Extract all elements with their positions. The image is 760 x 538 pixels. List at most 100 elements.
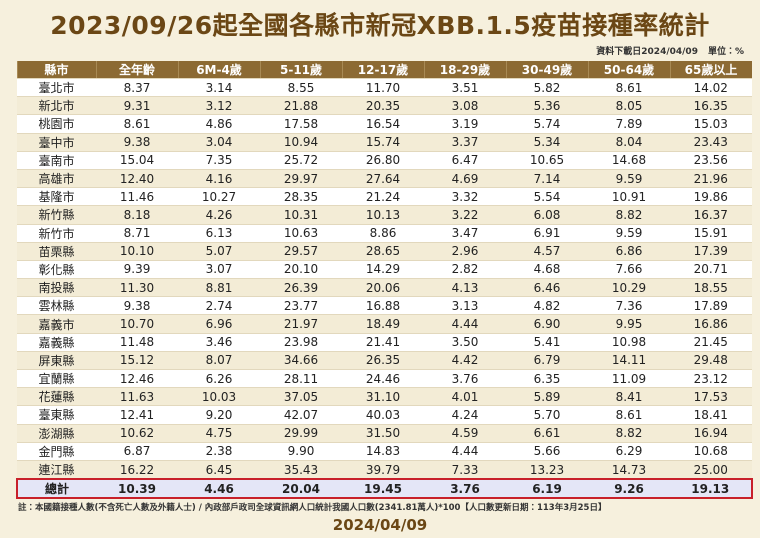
county: 雲林縣 — [17, 296, 96, 316]
county: 臺南市 — [17, 151, 96, 170]
total-cell: 9.26 — [588, 478, 670, 500]
rate-cell: 21.45 — [670, 333, 752, 352]
rate-cell: 21.97 — [260, 314, 342, 334]
rate-cell: 3.50 — [424, 333, 506, 352]
rate-cell: 9.31 — [96, 96, 178, 116]
rate-cell: 10.31 — [260, 205, 342, 225]
table-row: 基隆市 11.46 10.27 28.35 21.24 3.32 5.54 10.91 19.8… — [17, 187, 752, 207]
table-row: 臺南市 15.04 7.35 25.72 26.80 6.47 10.65 14.68 23.5… — [17, 151, 752, 170]
rate-cell: 3.37 — [424, 133, 506, 152]
rate-cell: 8.04 — [588, 133, 670, 152]
rate-cell: 10.10 — [96, 242, 178, 261]
rate-cell: 29.97 — [260, 169, 342, 189]
rate-cell: 42.07 — [260, 405, 342, 425]
rate-cell: 3.76 — [424, 369, 506, 389]
rate-cell: 23.12 — [670, 369, 752, 389]
table-row: 雲林縣 9.38 2.74 23.77 16.88 3.13 4.82 7.36 17.89 — [17, 296, 752, 316]
column-header: 全年齡 — [95, 61, 178, 79]
rate-cell: 20.10 — [260, 260, 342, 280]
county: 高雄市 — [17, 169, 96, 189]
column-header: 縣市 — [16, 61, 96, 79]
rate-cell: 14.83 — [342, 442, 424, 461]
rate-cell: 29.48 — [670, 351, 752, 371]
rate-cell: 18.41 — [670, 405, 752, 425]
rate-cell: 4.75 — [178, 424, 260, 443]
rate-cell: 10.91 — [588, 187, 670, 207]
footnote: 註：本國籍接種人數(不含死亡人數及外籍人士) / 內政部戶政司全球資訊網人口統計… — [18, 503, 607, 513]
rate-cell: 5.89 — [506, 387, 588, 407]
table-row: 澎湖縣 10.62 4.75 29.99 31.50 4.59 6.61 8.82 16.94 — [17, 424, 752, 443]
rate-cell: 8.05 — [588, 96, 670, 116]
rate-cell: 11.63 — [96, 387, 178, 407]
rate-cell: 12.46 — [96, 369, 178, 389]
table-row: 新竹縣 8.18 4.26 10.31 10.13 3.22 6.08 8.82 16.37 — [17, 205, 752, 225]
rate-cell: 2.82 — [424, 260, 506, 280]
rate-cell: 15.12 — [96, 351, 178, 371]
rate-cell: 8.82 — [588, 424, 670, 443]
table-row: 嘉義縣 11.48 3.46 23.98 21.41 3.50 5.41 10.98 21.45 — [17, 333, 752, 352]
rate-cell: 15.74 — [342, 133, 424, 152]
rate-cell: 31.50 — [342, 424, 424, 443]
rate-cell: 8.41 — [588, 387, 670, 407]
rate-cell: 21.41 — [342, 333, 424, 352]
rate-cell: 5.07 — [178, 242, 260, 261]
rate-cell: 5.41 — [506, 333, 588, 352]
rate-cell: 5.34 — [506, 133, 588, 152]
rate-cell: 10.63 — [260, 224, 342, 243]
column-header: 18-29歲 — [423, 61, 506, 79]
rate-cell: 10.27 — [178, 187, 260, 207]
rate-cell: 10.68 — [670, 442, 752, 461]
rate-cell: 21.24 — [342, 187, 424, 207]
rate-cell: 3.47 — [424, 224, 506, 243]
rate-cell: 6.46 — [506, 278, 588, 298]
rate-cell: 17.53 — [670, 387, 752, 407]
rate-cell: 16.54 — [342, 114, 424, 134]
rate-cell: 4.13 — [424, 278, 506, 298]
rate-cell: 8.86 — [342, 224, 424, 243]
rate-cell: 4.57 — [506, 242, 588, 261]
rate-cell: 4.44 — [424, 314, 506, 334]
total-label: 總計 — [16, 478, 96, 500]
county: 金門縣 — [17, 442, 96, 461]
county: 宜蘭縣 — [17, 369, 96, 389]
rate-cell: 3.12 — [178, 96, 260, 116]
rate-cell: 4.68 — [506, 260, 588, 280]
subtitle: 資料下載日2024/04/09 單位：% — [596, 44, 744, 57]
rate-cell: 7.33 — [424, 460, 506, 480]
rate-cell: 4.44 — [424, 442, 506, 461]
rate-cell: 17.58 — [260, 114, 342, 134]
rate-cell: 4.82 — [506, 296, 588, 316]
unit: 單位：% — [707, 47, 744, 57]
rate-cell: 8.37 — [96, 78, 178, 98]
rate-cell: 3.04 — [178, 133, 260, 152]
county: 臺中市 — [17, 133, 96, 152]
column-header: 12-17歲 — [341, 61, 424, 79]
rate-cell: 10.03 — [178, 387, 260, 407]
county: 花蓮縣 — [17, 387, 96, 407]
data-table: 縣市 全年齡 6M-4歲 5-11歲 12-17歲 18-29歲 30-49歲 50-64歲 6… — [16, 61, 753, 500]
rate-cell: 4.01 — [424, 387, 506, 407]
rate-cell: 2.74 — [178, 296, 260, 316]
rate-cell: 16.37 — [670, 205, 752, 225]
total-row: 總計 10.39 4.46 20.04 19.45 3.76 6.19 9.26 19.13 — [16, 478, 753, 500]
rate-cell: 35.43 — [260, 460, 342, 480]
rate-cell: 5.70 — [506, 405, 588, 425]
county: 臺東縣 — [17, 405, 96, 425]
rate-cell: 8.07 — [178, 351, 260, 371]
rate-cell: 7.36 — [588, 296, 670, 316]
rate-cell: 10.29 — [588, 278, 670, 298]
rate-cell: 24.46 — [342, 369, 424, 389]
county: 屏東縣 — [17, 351, 96, 371]
rate-cell: 20.06 — [342, 278, 424, 298]
rate-cell: 16.22 — [96, 460, 178, 480]
column-header: 5-11歲 — [259, 61, 342, 79]
rate-cell: 5.82 — [506, 78, 588, 98]
rate-cell: 25.72 — [260, 151, 342, 170]
rate-cell: 7.89 — [588, 114, 670, 134]
county: 基隆市 — [17, 187, 96, 207]
table-row: 苗栗縣 10.10 5.07 29.57 28.65 2.96 4.57 6.86 17.39 — [17, 242, 752, 261]
rate-cell: 26.39 — [260, 278, 342, 298]
table-row: 臺中市 9.38 3.04 10.94 15.74 3.37 5.34 8.04 23.43 — [17, 133, 752, 152]
rate-cell: 17.89 — [670, 296, 752, 316]
